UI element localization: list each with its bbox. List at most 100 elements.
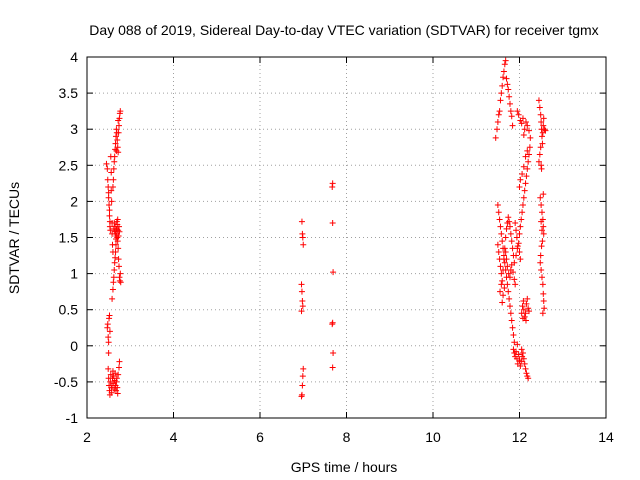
data-point [524, 165, 531, 172]
data-point [540, 115, 547, 122]
data-point [500, 292, 507, 299]
data-point [105, 334, 112, 341]
data-point [330, 350, 337, 357]
data-point [540, 223, 547, 230]
data-point [116, 223, 123, 230]
data-point [108, 187, 115, 194]
x-tick-label: 2 [83, 429, 91, 445]
data-point [526, 144, 533, 151]
data-point [110, 176, 117, 183]
data-point [524, 122, 531, 129]
y-axis-label: SDTVAR / TECUs [6, 182, 22, 294]
data-point [524, 147, 531, 154]
data-point [497, 97, 504, 104]
data-point [520, 194, 527, 201]
data-point [502, 57, 509, 64]
data-point [504, 263, 511, 270]
data-point [526, 151, 533, 158]
data-point [114, 137, 121, 144]
data-point [110, 279, 117, 286]
data-point [515, 111, 522, 118]
data-point [497, 263, 504, 270]
data-point [504, 81, 511, 88]
data-point [494, 118, 501, 125]
data-point [519, 315, 526, 322]
data-point [329, 220, 336, 227]
data-point [511, 339, 518, 346]
data-point [506, 223, 513, 230]
data-point [107, 378, 114, 385]
data-point [498, 230, 505, 237]
data-point [298, 281, 305, 288]
data-point [536, 151, 543, 158]
data-point [516, 248, 523, 255]
data-point [499, 277, 506, 284]
data-point [502, 248, 509, 255]
data-point [538, 202, 545, 209]
data-point [300, 241, 307, 248]
y-tick-label: 4 [70, 49, 78, 65]
data-point [514, 243, 521, 250]
data-point [110, 274, 117, 281]
data-point [112, 241, 119, 248]
data-point [526, 127, 533, 134]
data-point [105, 350, 112, 357]
data-point [112, 230, 119, 237]
data-point [535, 158, 542, 165]
data-point [521, 360, 528, 367]
data-point [508, 238, 515, 245]
data-point [510, 269, 517, 276]
data-point [115, 245, 122, 252]
data-point [116, 263, 123, 270]
data-point [513, 348, 520, 355]
data-point [537, 252, 544, 259]
data-point [523, 370, 530, 377]
data-point [537, 111, 544, 118]
data-point [104, 321, 111, 328]
data-point [116, 277, 123, 284]
data-point [111, 153, 118, 160]
y-tick-label: 2 [70, 193, 78, 209]
y-tick-label: 3 [70, 121, 78, 137]
data-point [499, 299, 506, 306]
data-point [506, 303, 513, 310]
y-tick-label: 0 [70, 338, 78, 354]
data-point [109, 183, 116, 190]
data-point [501, 245, 508, 252]
data-point [508, 113, 515, 120]
data-point [505, 288, 512, 295]
data-point [506, 93, 513, 100]
data-point [542, 127, 549, 134]
data-point [495, 209, 502, 216]
data-point [300, 365, 307, 372]
data-point [105, 365, 112, 372]
data-point [117, 270, 124, 277]
data-point [541, 305, 548, 312]
data-point [105, 194, 112, 201]
x-tick-label: 14 [598, 429, 614, 445]
data-point [496, 216, 503, 223]
data-point [513, 252, 520, 259]
data-point [537, 144, 544, 151]
data-point [501, 259, 508, 266]
data-point [510, 331, 517, 338]
data-point [505, 86, 512, 93]
data-point [112, 254, 119, 261]
data-point [329, 321, 336, 328]
data-point [503, 256, 510, 263]
data-point [519, 350, 526, 357]
data-point [298, 393, 305, 400]
data-point [114, 390, 121, 397]
data-point [512, 281, 519, 288]
data-point [537, 194, 544, 201]
data-point [535, 97, 542, 104]
data-point [511, 276, 518, 283]
data-point [517, 223, 524, 230]
data-point [329, 183, 336, 190]
data-point [506, 218, 513, 225]
data-point [513, 227, 520, 234]
data-point [110, 165, 117, 172]
plot-frame [86, 56, 607, 419]
data-point [503, 225, 510, 232]
